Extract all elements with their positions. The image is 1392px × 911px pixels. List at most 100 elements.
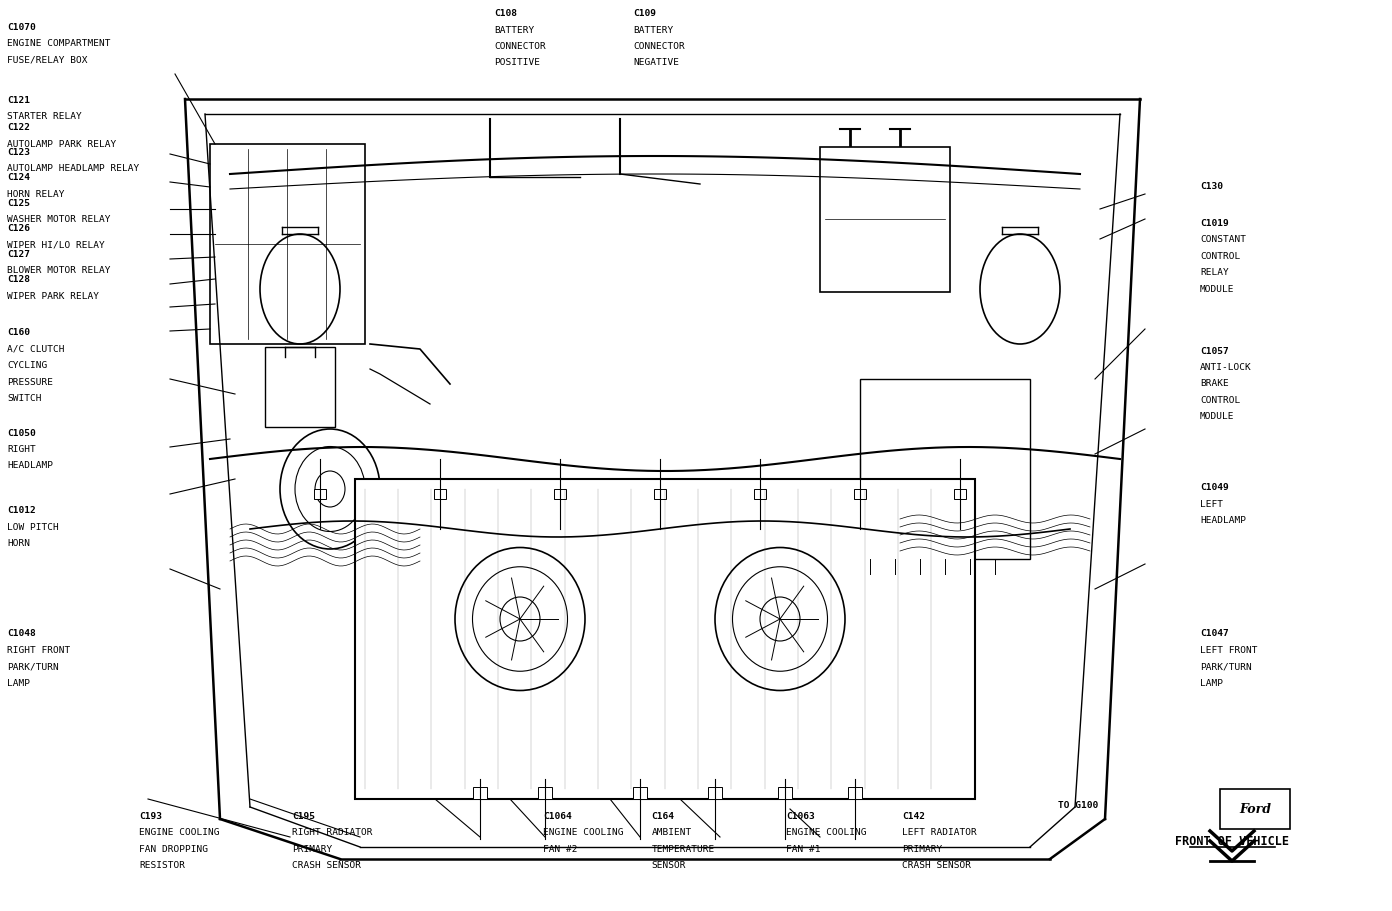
Text: AUTOLAMP PARK RELAY: AUTOLAMP PARK RELAY [7,139,116,148]
Text: C1012: C1012 [7,506,36,515]
Bar [537,787,553,799]
Bar [554,489,567,499]
Text: SENSOR: SENSOR [651,860,686,869]
Text: FUSE/RELAY BOX: FUSE/RELAY BOX [7,56,88,65]
Text: LAMP: LAMP [1200,678,1224,687]
Text: C123: C123 [7,148,31,157]
Text: C1070: C1070 [7,23,36,32]
Text: LEFT RADIATOR: LEFT RADIATOR [902,827,977,836]
Text: TEMPERATURE: TEMPERATURE [651,844,714,853]
Text: HORN: HORN [7,538,31,548]
Text: C127: C127 [7,250,31,259]
Text: FAN #1: FAN #1 [786,844,821,853]
Text: Ford: Ford [1239,803,1271,815]
Text: C130: C130 [1200,182,1224,191]
Text: CONSTANT: CONSTANT [1200,235,1246,244]
Text: C1048: C1048 [7,629,36,638]
Text: FAN DROPPING: FAN DROPPING [139,844,209,853]
Text: HORN RELAY: HORN RELAY [7,189,64,199]
Text: PARK/TURN: PARK/TURN [7,661,58,670]
Text: LOW PITCH: LOW PITCH [7,522,58,531]
Text: C126: C126 [7,224,31,233]
Text: SWITCH: SWITCH [7,394,42,403]
Text: LEFT: LEFT [1200,499,1224,508]
Text: LAMP: LAMP [7,678,31,687]
Text: RIGHT RADIATOR: RIGHT RADIATOR [292,827,373,836]
Text: C109: C109 [633,9,657,18]
Text: CRASH SENSOR: CRASH SENSOR [292,860,362,869]
Bar [355,479,974,799]
Bar [264,348,335,427]
Text: C1057: C1057 [1200,346,1229,355]
Text: C108: C108 [494,9,518,18]
Text: C1019: C1019 [1200,219,1229,228]
Text: PRIMARY: PRIMARY [292,844,333,853]
Bar [210,145,365,344]
Text: C1064: C1064 [543,811,572,820]
Text: C128: C128 [7,275,31,284]
Text: AMBIENT: AMBIENT [651,827,692,836]
Text: BRAKE: BRAKE [1200,379,1229,388]
Text: CONTROL: CONTROL [1200,251,1240,261]
Text: POSITIVE: POSITIVE [494,58,540,67]
Text: WASHER MOTOR RELAY: WASHER MOTOR RELAY [7,215,110,224]
Text: RESISTOR: RESISTOR [139,860,185,869]
Text: ENGINE COMPARTMENT: ENGINE COMPARTMENT [7,39,110,48]
Text: ANTI-LOCK: ANTI-LOCK [1200,363,1251,372]
Text: CONNECTOR: CONNECTOR [494,42,546,51]
Text: WIPER PARK RELAY: WIPER PARK RELAY [7,292,99,301]
Bar [754,489,766,499]
Text: BATTERY: BATTERY [633,26,674,35]
Text: AUTOLAMP HEADLAMP RELAY: AUTOLAMP HEADLAMP RELAY [7,164,139,173]
Bar [633,787,647,799]
Text: C193: C193 [139,811,163,820]
Bar [848,787,862,799]
Text: PRESSURE: PRESSURE [7,377,53,386]
Text: MODULE: MODULE [1200,284,1235,293]
Text: C1050: C1050 [7,428,36,437]
Text: CYCLING: CYCLING [7,361,47,370]
Bar [820,148,949,292]
Text: MODULE: MODULE [1200,412,1235,421]
Bar [778,787,792,799]
Text: RELAY: RELAY [1200,268,1229,277]
Text: CONNECTOR: CONNECTOR [633,42,685,51]
Text: FRONT OF VEHICLE: FRONT OF VEHICLE [1175,834,1289,847]
Bar [709,787,722,799]
Bar [434,489,445,499]
Text: HEADLAMP: HEADLAMP [1200,516,1246,525]
Bar [473,787,487,799]
Text: FAN #2: FAN #2 [543,844,578,853]
Bar [855,489,866,499]
Text: C195: C195 [292,811,316,820]
Text: CONTROL: CONTROL [1200,395,1240,404]
Bar [654,489,665,499]
Text: TO G100: TO G100 [1058,800,1098,809]
Text: C160: C160 [7,328,31,337]
Text: ENGINE COOLING: ENGINE COOLING [139,827,220,836]
Text: A/C CLUTCH: A/C CLUTCH [7,344,64,353]
Text: C1047: C1047 [1200,629,1229,638]
Text: HEADLAMP: HEADLAMP [7,461,53,470]
Bar [954,489,966,499]
Text: STARTER RELAY: STARTER RELAY [7,112,82,121]
Text: C124: C124 [7,173,31,182]
Text: C122: C122 [7,123,31,132]
Text: C125: C125 [7,199,31,208]
Text: BLOWER MOTOR RELAY: BLOWER MOTOR RELAY [7,266,110,275]
Text: C142: C142 [902,811,926,820]
Bar [315,489,326,499]
Text: CRASH SENSOR: CRASH SENSOR [902,860,972,869]
Text: PRIMARY: PRIMARY [902,844,942,853]
Text: ENGINE COOLING: ENGINE COOLING [543,827,624,836]
Text: C1063: C1063 [786,811,816,820]
Text: PARK/TURN: PARK/TURN [1200,661,1251,670]
Text: C1049: C1049 [1200,483,1229,492]
Text: NEGATIVE: NEGATIVE [633,58,679,67]
Text: C121: C121 [7,96,31,105]
Bar [1219,789,1290,829]
Bar [860,380,1030,559]
Text: RIGHT: RIGHT [7,445,36,454]
Text: WIPER HI/LO RELAY: WIPER HI/LO RELAY [7,241,104,250]
Text: C164: C164 [651,811,675,820]
